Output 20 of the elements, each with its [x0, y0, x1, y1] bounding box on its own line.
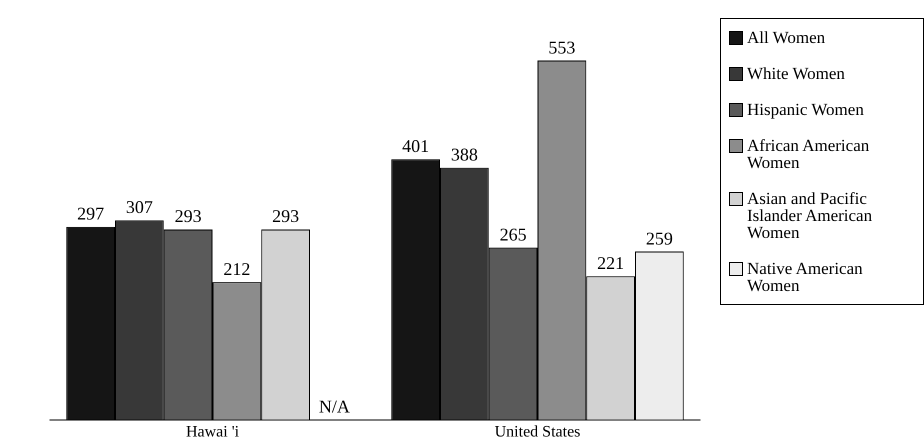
data-label: 553	[548, 37, 576, 58]
data-label: 293	[272, 206, 300, 226]
legend-label: White Women	[747, 64, 845, 83]
x-tick-label: United States	[494, 424, 580, 441]
data-label: 293	[174, 206, 202, 226]
data-label: 401	[402, 136, 430, 156]
data-label: 307	[126, 197, 153, 218]
data-label: 259	[646, 228, 673, 248]
legend-label: Asian and Pacific Islander American Women	[747, 189, 874, 242]
data-label: 221	[597, 252, 624, 273]
legend-label: African American Women	[747, 136, 870, 172]
legend-label: Native American Women	[747, 259, 864, 295]
data-label: 265	[500, 224, 527, 244]
data-label: 388	[450, 144, 478, 164]
text: N/A	[318, 396, 350, 417]
legend-label: All Women	[747, 28, 826, 47]
legend-label: Hispanic Women	[747, 100, 864, 119]
x-tick-label: Hawai 'i	[186, 424, 240, 441]
data-label: 297	[77, 204, 104, 224]
data-label: 212	[223, 258, 250, 279]
